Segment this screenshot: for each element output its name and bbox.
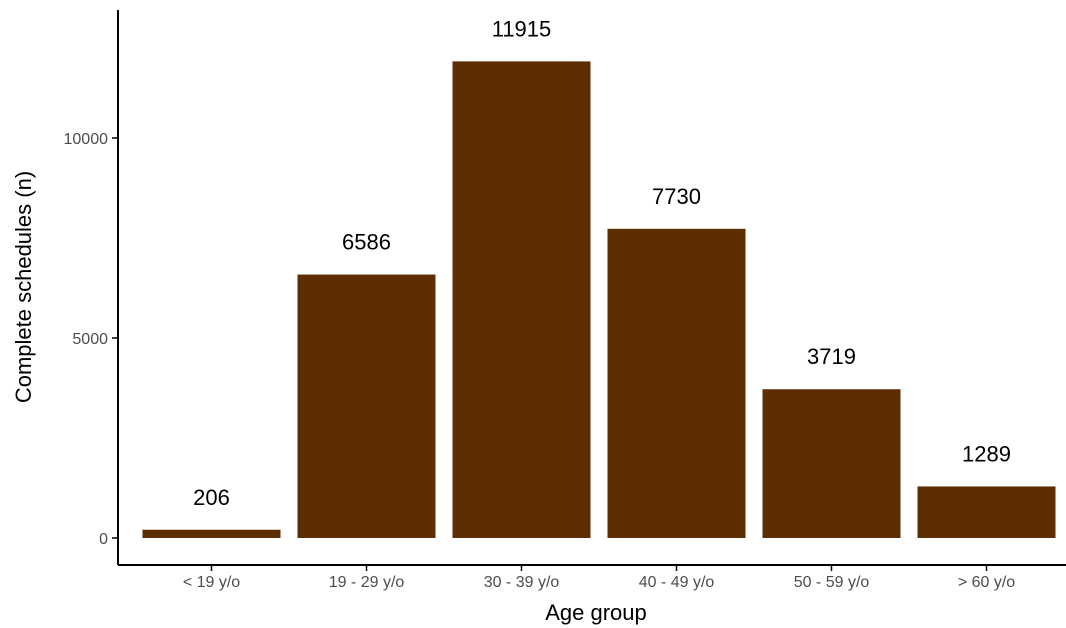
x-tick-label-6: > 60 y/o: [958, 574, 1015, 591]
x-tick-label-1: < 19 y/o: [183, 574, 240, 591]
bars-layer: [142, 61, 1056, 539]
x-tick-label-4: 40 - 49 y/o: [639, 574, 715, 591]
bar-value-label-2: 6586: [342, 230, 391, 255]
bar-1: [142, 529, 281, 538]
bar-value-label-1: 206: [193, 485, 230, 510]
bar-2: [297, 274, 436, 538]
y-ticks-layer: 0 5000 10000: [64, 131, 118, 548]
bar-labels-layer: 206 6586 11915 7730 3719 1289: [193, 16, 1011, 509]
y-tick-label-3: 10000: [64, 131, 109, 148]
x-axis-title: Age group: [545, 600, 647, 625]
bar-value-label-3: 11915: [492, 16, 552, 41]
bar-4: [607, 228, 746, 539]
x-tick-label-3: 30 - 39 y/o: [484, 574, 560, 591]
x-ticks-layer: < 19 y/o 19 - 29 y/o 30 - 39 y/o 40 - 49 y/…: [183, 565, 1015, 591]
x-tick-label-5: 50 - 59 y/o: [794, 574, 870, 591]
x-tick-label-2: 19 - 29 y/o: [329, 574, 405, 591]
bar-value-label-5: 3719: [807, 344, 856, 369]
bar-value-label-4: 7730: [652, 184, 701, 209]
bar-5: [762, 389, 901, 538]
bar-6: [917, 486, 1056, 538]
bar-3: [452, 61, 591, 539]
y-tick-label-2: 5000: [72, 331, 108, 348]
bar-value-label-6: 1289: [962, 441, 1011, 466]
y-axis-title: Complete schedules (n): [11, 171, 36, 403]
y-tick-label-1: 0: [99, 531, 108, 548]
